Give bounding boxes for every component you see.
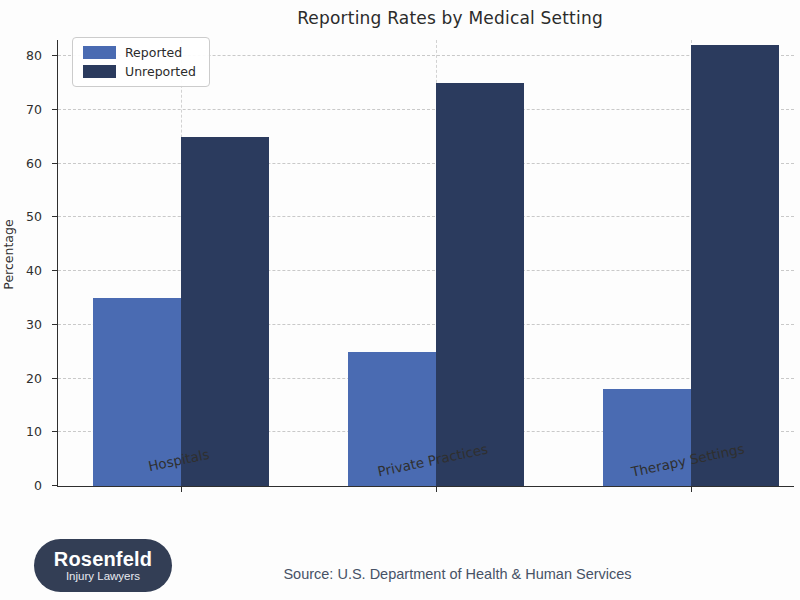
y-tick-mark (52, 216, 58, 217)
legend: Reported Unreported (72, 37, 210, 87)
h-gridline (58, 270, 794, 271)
y-tick-mark (52, 485, 58, 486)
chart-figure: Reporting Rates by Medical Setting Perce… (0, 0, 800, 600)
y-tick-mark (52, 324, 58, 325)
source-attribution: Source: U.S. Department of Health & Huma… (115, 566, 800, 582)
y-tick-mark (52, 431, 58, 432)
y-tick-label: 80 (26, 48, 42, 64)
y-tick-mark (52, 109, 58, 110)
x-tick-mark (691, 486, 692, 492)
y-tick-label: 50 (26, 209, 42, 225)
y-tick-label: 10 (26, 424, 42, 440)
y-tick-mark (52, 270, 58, 271)
x-tick-mark (181, 486, 182, 492)
y-tick-label: 30 (26, 317, 42, 333)
bar-unreported-hospitals (181, 137, 269, 486)
legend-item-unreported: Unreported (83, 65, 196, 78)
legend-item-reported: Reported (83, 46, 196, 59)
bar-unreported-private-practices (436, 83, 524, 486)
bar-unreported-therapy-settings (691, 45, 779, 486)
h-gridline (58, 109, 794, 110)
h-gridline (58, 216, 794, 217)
y-tick-label: 20 (26, 371, 42, 387)
unreported-swatch (83, 65, 116, 78)
h-gridline (58, 163, 794, 164)
legend-label: Reported (125, 46, 182, 59)
x-tick-mark (436, 486, 437, 492)
y-tick-mark (52, 163, 58, 164)
chart-title: Reporting Rates by Medical Setting (100, 8, 800, 28)
y-axis-tick-labels: 01020304050607080 (0, 40, 50, 486)
legend-label: Unreported (125, 65, 196, 78)
y-tick-label: 0 (34, 478, 42, 494)
plot-area (57, 40, 794, 487)
y-tick-mark (52, 55, 58, 56)
y-tick-label: 70 (26, 102, 42, 118)
y-tick-label: 40 (26, 263, 42, 279)
y-tick-mark (52, 378, 58, 379)
y-tick-label: 60 (26, 156, 42, 172)
reported-swatch (83, 46, 116, 59)
